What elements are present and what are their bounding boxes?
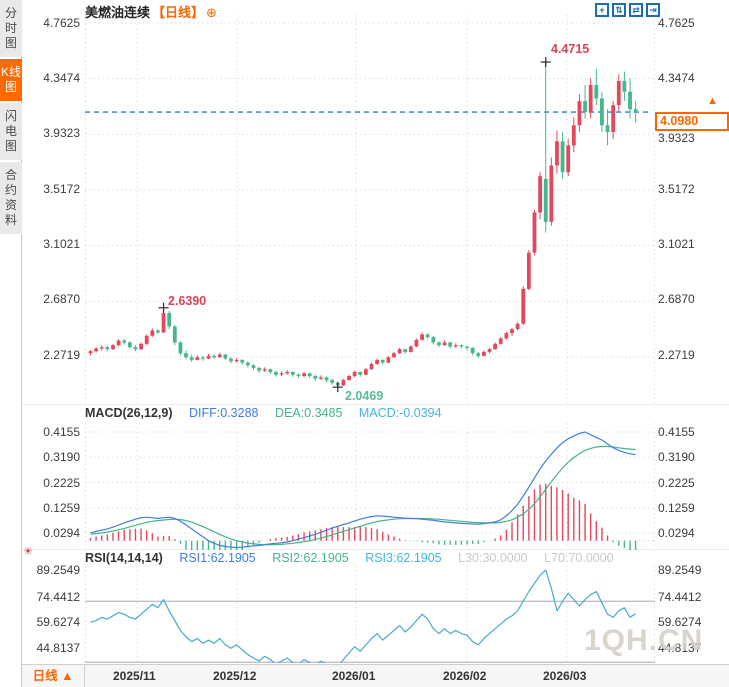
goto-latest-icon[interactable]: ⇥ [646,3,660,17]
rsi-axis-right-0: 89.2549 [658,563,702,577]
macd-axis-left-1: 0.3190 [43,450,80,464]
sidebar-tab-timeshare[interactable]: 分时图 [0,0,22,57]
site-watermark: 1QH.CN [584,624,704,657]
period-selector[interactable]: 日线 ▲ [22,665,85,687]
x-axis-label-3: 2026/02 [443,669,487,683]
sidebar-tab-kline[interactable]: K线图 [0,59,22,101]
left-sidebar: 分时图 K线图 闪电图 合约资料 [0,0,22,687]
main-axis-right-0: 4.7625 [658,16,695,30]
rsi-label: RSI(14,14,14) [85,551,163,565]
period-high-annotation: 4.4715 [551,42,590,56]
last-price-tag: 4.0980 [655,112,729,131]
period-selector-arrow-icon: ▲ [61,669,74,683]
swing-low-annotation: 2.0469 [345,389,384,403]
main-axis-left-5: 2.6870 [43,292,80,306]
zoom-in-icon[interactable]: ⇅ [612,3,626,17]
main-axis-right-3: 3.5172 [658,182,695,196]
rsi-axis-left-0: 89.2549 [36,563,80,577]
macd-axis-left-2: 0.2225 [43,476,80,490]
price-up-arrow-icon: ▲ [707,95,718,107]
main-axis-right-5: 2.6870 [658,292,695,306]
rsi-axis-right-1: 74.4412 [658,590,702,604]
macd-axis-left-0: 0.4155 [43,425,80,439]
macd-axis-right-3: 0.1259 [658,501,695,515]
main-axis-right-2: 3.9323 [658,131,695,145]
macd-diff-value: DIFF:0.3288 [189,406,259,420]
zoom-out-icon[interactable]: ⇄ [629,3,643,17]
rsi-chart[interactable] [85,566,655,663]
chart-title: 美燃油连续 【日线】 ⊕ [85,2,217,20]
x-axis-label-4: 2026/03 [543,669,587,683]
main-axis-right-6: 2.2719 [658,348,695,362]
main-axis-left-4: 3.1021 [43,237,80,251]
x-axis-label-0: 2025/11 [113,669,156,683]
main-axis-left-2: 3.9323 [43,126,80,140]
rsi-l70-value: L70:70.0000 [544,551,614,565]
panel-separator-1 [22,404,729,405]
period-selector-label: 日线 [32,669,58,683]
swing-high-annotation: 2.6390 [168,294,207,308]
macd-dea-value: DEA:0.3485 [274,406,343,420]
instrument-name: 美燃油连续 [85,5,151,20]
main-axis-left-6: 2.2719 [43,348,80,362]
macd-header: MACD(26,12,9) DIFF:0.3288 DEA:0.3485 MAC… [85,406,455,420]
macd-axis-left-3: 0.1259 [43,501,80,515]
rsi3-value: RSI3:62.1905 [365,551,442,565]
crosshair-icon[interactable]: + [595,3,609,17]
rsi-axis-left-2: 59.6274 [36,615,80,629]
sidebar-tab-contract-info[interactable]: 合约资料 [0,162,22,234]
sun-indicator-icon[interactable]: ☀ [23,546,33,558]
rsi-axis-left-3: 44.8137 [36,641,80,655]
rsi-header: RSI(14,14,14) RSI1:62.1905 RSI2:62.1905 … [85,551,627,565]
rsi-axis-right-3: 44.8137 [658,641,702,655]
rsi1-value: RSI1:62.1905 [179,551,256,565]
rsi-axis-right-2: 59.6274 [658,615,702,629]
macd-macd-value: MACD:-0.0394 [358,406,442,420]
add-indicator-icon[interactable]: ⊕ [206,5,217,20]
main-axis-right-1: 4.3474 [658,71,695,85]
macd-axis-right-2: 0.2225 [658,476,695,490]
period-label: 【日线】 [152,5,205,20]
panel-separator-2 [22,549,729,550]
bottom-bar: 日线 ▲ 2025/11 2025/12 2026/01 2026/02 202… [22,664,729,687]
macd-axis-left-4: 0.0294 [43,526,80,540]
sidebar-tab-lightning[interactable]: 闪电图 [0,103,22,160]
rsi-l30-value: L30:30.0000 [458,551,528,565]
main-axis-left-3: 3.5172 [43,182,80,196]
rsi2-value: RSI2:62.1905 [272,551,349,565]
x-axis-label-1: 2025/12 [213,669,257,683]
macd-axis-right-4: 0.0294 [658,526,695,540]
candlestick-chart[interactable] [85,15,655,405]
macd-chart[interactable] [85,423,655,550]
main-axis-left-0: 4.7625 [43,16,80,30]
macd-label: MACD(26,12,9) [85,406,173,420]
x-axis-label-2: 2026/01 [332,669,376,683]
chart-toolbar: + ⇅ ⇄ ⇥ [595,3,660,17]
macd-axis-right-0: 0.4155 [658,425,695,439]
macd-axis-right-1: 0.3190 [658,450,695,464]
main-axis-left-1: 4.3474 [43,71,80,85]
main-axis-right-4: 3.1021 [658,237,695,251]
rsi-axis-left-1: 74.4412 [36,590,80,604]
